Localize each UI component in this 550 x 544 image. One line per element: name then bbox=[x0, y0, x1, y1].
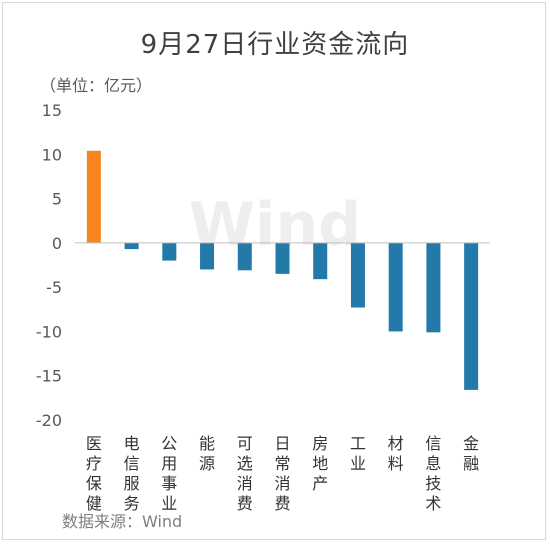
chart-title: 9月27日行业资金流向 bbox=[140, 30, 410, 60]
bar bbox=[388, 242, 403, 332]
bar bbox=[350, 242, 365, 308]
bar bbox=[464, 242, 479, 390]
y-tick-label: -5 bbox=[46, 278, 62, 297]
category-label: 医疗保健 bbox=[86, 434, 102, 513]
bar bbox=[86, 150, 101, 243]
bar bbox=[124, 242, 139, 250]
source-label: 数据来源：Wind bbox=[62, 512, 183, 531]
category-label: 材料 bbox=[388, 434, 404, 473]
category-label: 公用事业 bbox=[161, 434, 177, 513]
bar bbox=[162, 242, 177, 261]
category-label: 电信服务 bbox=[124, 434, 140, 513]
bar bbox=[313, 242, 328, 280]
y-tick-label: -10 bbox=[36, 322, 62, 341]
category-label: 信息技术 bbox=[425, 434, 441, 513]
y-tick-label: 15 bbox=[42, 101, 62, 120]
bars bbox=[86, 150, 479, 390]
category-label: 房地产 bbox=[312, 434, 328, 493]
chart-frame bbox=[2, 2, 546, 540]
y-tick-label: -20 bbox=[36, 411, 62, 430]
bar bbox=[200, 242, 215, 270]
category-label: 日常消费 bbox=[274, 434, 290, 513]
bar bbox=[275, 242, 290, 274]
bar bbox=[426, 242, 441, 333]
y-tick-label: 5 bbox=[52, 190, 62, 209]
category-label: 工业 bbox=[350, 434, 366, 473]
y-tick-label: 0 bbox=[52, 234, 62, 253]
category-label: 金融 bbox=[463, 434, 479, 473]
category-label: 可选消费 bbox=[237, 434, 253, 513]
y-axis: 15 10 5 0 -5 -10 -15 -20 bbox=[36, 101, 62, 430]
y-tick-label: 10 bbox=[42, 145, 62, 164]
bar bbox=[237, 242, 252, 271]
category-label: 能源 bbox=[199, 434, 215, 473]
watermark: Wind bbox=[189, 190, 361, 260]
y-tick-label: -15 bbox=[36, 367, 62, 386]
unit-label: （单位：亿元） bbox=[40, 76, 153, 95]
